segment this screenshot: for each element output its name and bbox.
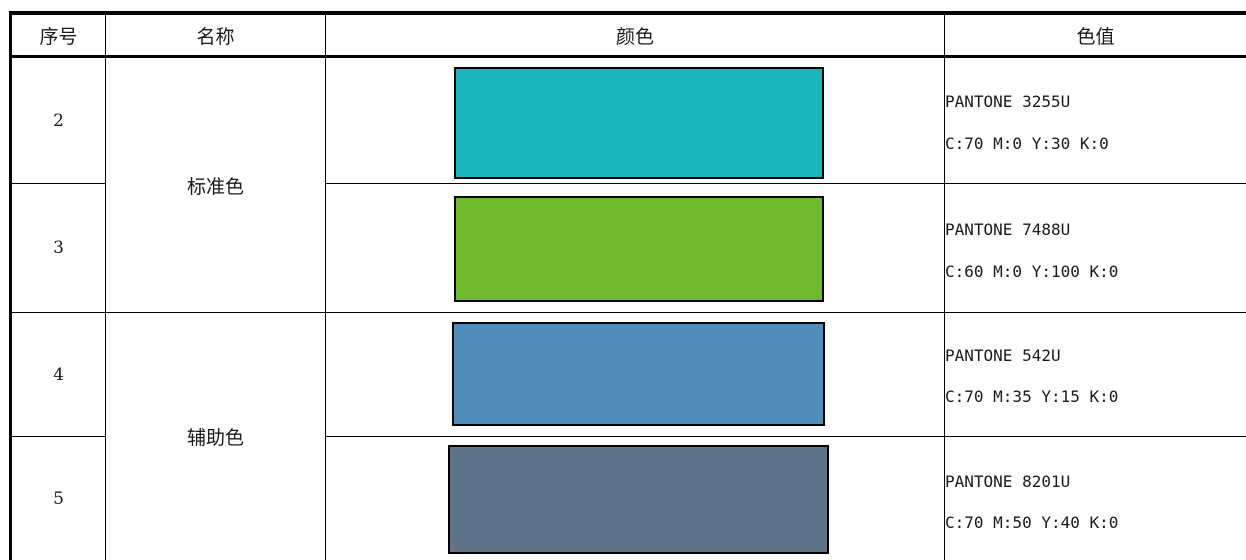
header-bottom-border xyxy=(9,55,1246,58)
header-name: 名称 xyxy=(196,25,235,48)
header-value: 色值 xyxy=(1076,25,1115,48)
row-divider-4 xyxy=(9,436,105,437)
row-divider-2 xyxy=(9,183,105,184)
group-divider xyxy=(9,312,1246,313)
row-divider-4b xyxy=(325,436,1246,437)
color-swatch xyxy=(454,67,824,179)
cmyk-value: C:70 M:0 Y:30 K:0 xyxy=(945,134,1109,153)
cmyk-value: C:70 M:50 Y:40 K:0 xyxy=(945,513,1119,532)
pantone-value: PANTONE 3255U xyxy=(945,92,1071,111)
pantone-value: PANTONE 8201U xyxy=(945,472,1071,491)
row-index: 4 xyxy=(53,364,64,385)
row-divider-2b xyxy=(325,183,1246,184)
color-swatch xyxy=(454,196,824,302)
row-index: 2 xyxy=(53,110,64,131)
row-index: 3 xyxy=(53,238,64,258)
cmyk-value: C:60 M:0 Y:100 K:0 xyxy=(945,262,1119,281)
pantone-value: PANTONE 542U xyxy=(945,346,1061,365)
row-index: 5 xyxy=(53,488,64,509)
table-top-border xyxy=(9,11,1246,15)
color-swatch xyxy=(452,322,825,426)
table-left-border xyxy=(9,11,12,560)
header-color: 颜色 xyxy=(615,25,654,48)
group-name-auxiliary: 辅助色 xyxy=(186,427,244,449)
col-divider-2 xyxy=(325,11,326,560)
group-name-standard: 标准色 xyxy=(186,175,244,198)
pantone-value: PANTONE 7488U xyxy=(945,220,1071,239)
col-divider-3 xyxy=(944,11,945,560)
cmyk-value: C:70 M:35 Y:15 K:0 xyxy=(945,387,1119,406)
col-divider-1 xyxy=(105,11,106,560)
color-swatch xyxy=(448,445,829,554)
header-index: 序号 xyxy=(39,25,78,48)
